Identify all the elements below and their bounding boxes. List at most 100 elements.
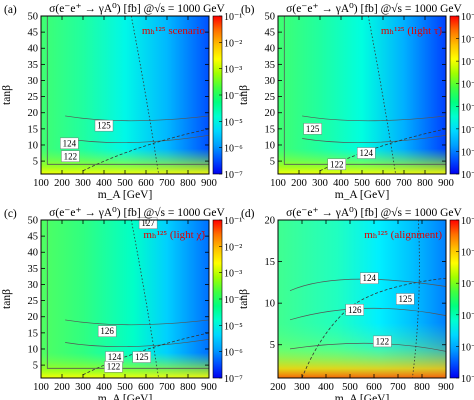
x-tick-label: 900 [201,382,217,393]
y-tick-label: 40 [265,44,276,55]
y-tick-label: 20 [265,108,276,119]
excluded-region-boundary [46,16,209,165]
panel-letter: (a) [4,4,17,16]
colorbar-tick-label: 10⁻² [461,35,474,46]
colorbar-tick-label: 10⁻³ [224,65,242,76]
y-tick-label: 35 [28,60,39,71]
contour-label-box [132,351,152,363]
colorbar-tick-label: 10⁻⁷ [224,170,243,181]
colorbar-tick-label: 10⁻⁵ [224,321,243,332]
x-tick-label: 600 [366,382,382,393]
x-tick-label: 700 [159,382,175,393]
x-axis-label: m_A [GeV] [335,189,390,201]
colorbar-tick-label: 10⁻¹ [224,12,242,23]
y-tick-label: 45 [28,232,39,243]
contour-line [302,134,447,144]
contour-label: 124 [63,138,77,148]
panel-letter: (c) [4,208,17,220]
heatmap-low-tanbeta-band [41,220,209,378]
contour-label-box [94,119,114,132]
x-tick-label: 900 [438,178,454,189]
colorbar-tick-label: 10⁻⁴ [224,91,243,102]
y-tick-label: 45 [28,28,39,39]
panel-letter: (b) [241,4,255,16]
colorbar-tick-label: 10⁻⁵ [461,102,474,113]
panel-letter: (d) [241,208,255,220]
contour-label: 122 [64,151,78,161]
contour-line [65,134,210,144]
contour-label: 125 [398,294,412,304]
contour-line [289,307,447,321]
x-tick-label: 300 [312,178,328,189]
x-tick-label: 100 [33,382,49,393]
x-tick-label: 800 [417,178,433,189]
plot-frame [277,219,447,379]
colorbar-tick-label: 10⁻⁴ [461,80,474,91]
colorbar-tick-label: 10⁻⁶ [224,348,243,359]
y-tick-label: 20 [265,216,276,227]
y-tick-label: 50 [265,12,276,23]
x-tick-label: 700 [390,382,406,393]
y-tick-label: 15 [265,124,276,135]
x-tick-label: 400 [333,178,349,189]
y-tick-label: 5 [270,340,275,351]
y-tick-label: 40 [28,248,39,259]
x-tick-label: 400 [318,382,334,393]
x-tick-label: 700 [159,178,175,189]
colorbar [449,219,460,379]
y-tick-label: 10 [265,299,276,310]
colorbar-tick-label: 10⁻⁵ [224,117,243,128]
contour-label-box [357,147,376,159]
contour-label-box [104,361,123,373]
panel-title: σ(e⁻e⁺ → γA⁰) [fb] @√s = 1000 GeV [286,2,462,15]
colorbar-tick-label: 10⁻¹ [224,216,242,227]
panel-b: 125 124 122 100 200 300 400 500 600 700 800 900 5 10 1… [238,2,474,201]
contour-label-box [138,217,158,229]
colorbar-tick-label: 10⁻² [224,38,242,49]
y-axis-label: tanβ [238,85,250,105]
x-tick-label: 900 [438,382,454,393]
contour-label-box [345,304,364,316]
colorbar-tick-label: 10⁻² [461,216,474,227]
excluded-region-boundary [283,16,446,165]
y-tick-label: 30 [265,76,276,87]
x-tick-label: 600 [138,178,154,189]
colorbar-tick-label: 10⁻⁴ [461,279,474,290]
excluded-region-boundary [46,220,209,369]
x-axis-label: m_A [GeV] [335,393,390,400]
y-tick-label: 30 [28,280,39,291]
contour-label: 125 [306,124,320,134]
colorbar-tick-label: 10⁻⁴ [224,295,243,306]
y-tick-label: 10 [28,344,39,355]
contour-label: 127 [141,218,155,228]
scenario-label: mₕ¹²⁵ (light τ̃) [381,25,442,37]
colorbar-tick-label: 10⁻⁷ [224,374,243,385]
contour-dotted [130,219,159,379]
contour-label: 125 [135,352,149,362]
panel-d: 124 125 126 122 200 300 400 500 600 700 800 900 5 10 1… [238,206,474,400]
heatmap-low-tanbeta-band [278,220,446,378]
x-tick-label: 400 [96,178,112,189]
colorbar-tick-label: 10⁻¹ [461,12,474,23]
y-tick-label: 25 [265,92,276,103]
contour-label-box [327,158,346,171]
contour-line [289,342,447,352]
y-tick-label: 50 [28,216,39,227]
contour-line [65,338,210,348]
y-tick-label: 30 [28,76,39,87]
y-tick-label: 25 [28,92,39,103]
contour-dashed [301,277,447,379]
y-tick-label: 15 [265,257,276,268]
colorbar-tick-label: 10⁻² [224,242,242,253]
panel-c: 127 126 124 125 122 100 200 300 400 500 600 700 800 9… [1,206,243,400]
x-tick-label: 300 [75,178,91,189]
y-tick-label: 25 [28,296,39,307]
colorbar-tick-label: 10⁻⁵ [461,311,474,322]
y-tick-label: 10 [265,140,276,151]
panel-a: 125 124 122 100 200 300 400 500 600 700 800 900 5 10 1… [1,2,243,201]
contour-label-box [396,293,415,305]
colorbar-tick-label: 10⁻³ [461,57,474,68]
contour-label: 122 [330,159,344,169]
scenario-label: mₕ¹²⁵ (light χ̃) [143,229,205,241]
x-tick-label: 600 [138,382,154,393]
